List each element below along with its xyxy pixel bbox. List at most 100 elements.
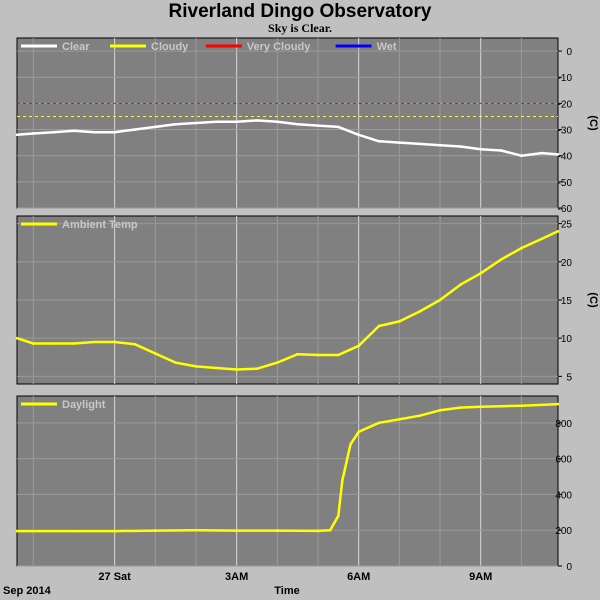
data-point	[154, 352, 157, 355]
y-tick-label: -50	[558, 178, 573, 189]
y-tick-label: -20	[558, 99, 573, 110]
data-point	[31, 132, 35, 135]
data-point	[235, 368, 238, 371]
data-point	[72, 342, 76, 345]
data-point	[113, 340, 116, 344]
data-point	[296, 123, 299, 126]
x-axis-label: Time	[274, 585, 299, 597]
data-point	[418, 414, 421, 417]
data-point	[438, 298, 442, 302]
date-label: Sep 2014	[3, 585, 52, 597]
plot-area	[16, 395, 559, 567]
data-point	[418, 310, 421, 313]
data-point	[337, 514, 340, 518]
data-point	[31, 342, 35, 345]
data-point	[556, 229, 560, 233]
panel-ambient: 5 10 15 20 25 Ambient Temp (C)	[15, 215, 599, 385]
y-tick-label: 10	[561, 334, 573, 345]
data-point	[235, 529, 238, 532]
data-point	[15, 336, 19, 340]
data-point	[235, 120, 238, 123]
x-tick-label: 6AM	[347, 571, 370, 583]
data-point	[357, 133, 360, 137]
data-point	[479, 271, 483, 275]
y-tick-label: 400	[555, 490, 572, 501]
data-point	[276, 120, 279, 123]
data-point	[520, 154, 523, 157]
data-point	[174, 123, 177, 126]
data-point	[438, 409, 442, 412]
series-line	[16, 230, 559, 371]
y-tick-label: 20	[561, 258, 573, 269]
data-point	[479, 405, 483, 409]
data-point	[556, 402, 560, 406]
data-point	[499, 404, 503, 408]
panel-sky: 0 -10 -20 -30 -40 -50 -60 Clear Cloudy Very Cloud…	[15, 37, 599, 215]
data-point	[377, 324, 381, 328]
x-tick-label: 27 Sat	[98, 571, 131, 583]
data-point	[194, 528, 198, 532]
y-tick-label: 0	[566, 47, 572, 58]
data-point	[540, 237, 544, 241]
data-point	[357, 430, 360, 434]
y-axis-label: (C)	[587, 115, 599, 131]
data-point	[133, 128, 137, 131]
page-title: Riverland Dingo Observatory	[168, 1, 432, 22]
data-point	[459, 145, 462, 148]
legend-label: Ambient Temp	[62, 219, 138, 231]
y-tick-label: -60	[558, 204, 573, 215]
data-point	[328, 528, 332, 532]
data-point	[15, 529, 19, 533]
data-point	[459, 283, 462, 287]
legend-label: Cloudy	[151, 41, 189, 53]
data-point	[499, 258, 503, 261]
y-tick-label: 25	[561, 220, 573, 231]
data-point	[255, 119, 259, 122]
data-point	[194, 365, 198, 368]
data-point	[113, 529, 116, 533]
data-point	[540, 151, 544, 155]
series-line	[17, 402, 559, 533]
panel-daylight: 0 200 400 600 800 Daylight 27 Sat 3AM 6AM 9AM Time…	[3, 395, 572, 597]
data-point	[52, 130, 55, 134]
y-tick-label: 15	[561, 296, 573, 307]
y-tick-label: -10	[558, 73, 573, 84]
y-axis-label: (C)	[587, 292, 599, 308]
data-point	[52, 342, 55, 345]
data-point	[92, 340, 96, 344]
legend-label: Clear	[62, 41, 90, 53]
data-point	[174, 361, 177, 364]
data-point	[296, 352, 299, 356]
data-point	[72, 529, 76, 533]
data-point	[316, 353, 320, 357]
data-point	[398, 141, 401, 144]
data-point	[154, 529, 157, 532]
data-point	[520, 246, 523, 250]
y-tick-label: 600	[555, 455, 572, 466]
data-point	[72, 129, 76, 133]
data-point	[377, 421, 381, 425]
data-point	[438, 143, 442, 147]
data-point	[113, 130, 116, 134]
series-line	[16, 119, 559, 157]
data-point	[349, 443, 352, 446]
data-point	[377, 140, 381, 143]
data-point	[316, 529, 320, 533]
y-tick-label: -30	[558, 126, 573, 137]
data-point	[479, 147, 483, 151]
data-point	[520, 404, 523, 407]
y-tick-label: 200	[555, 526, 572, 537]
data-point	[369, 425, 373, 428]
data-point	[276, 529, 279, 532]
y-tick-label: 5	[566, 372, 572, 383]
y-tick-label: 0	[566, 562, 572, 573]
data-point	[215, 366, 218, 370]
data-point	[15, 133, 19, 137]
sky-status: Sky is Clear.	[268, 21, 332, 35]
data-point	[556, 153, 560, 156]
legend-label: Very Cloudy	[247, 41, 311, 53]
data-point	[194, 121, 198, 125]
data-point	[418, 142, 421, 146]
data-point	[398, 320, 401, 323]
